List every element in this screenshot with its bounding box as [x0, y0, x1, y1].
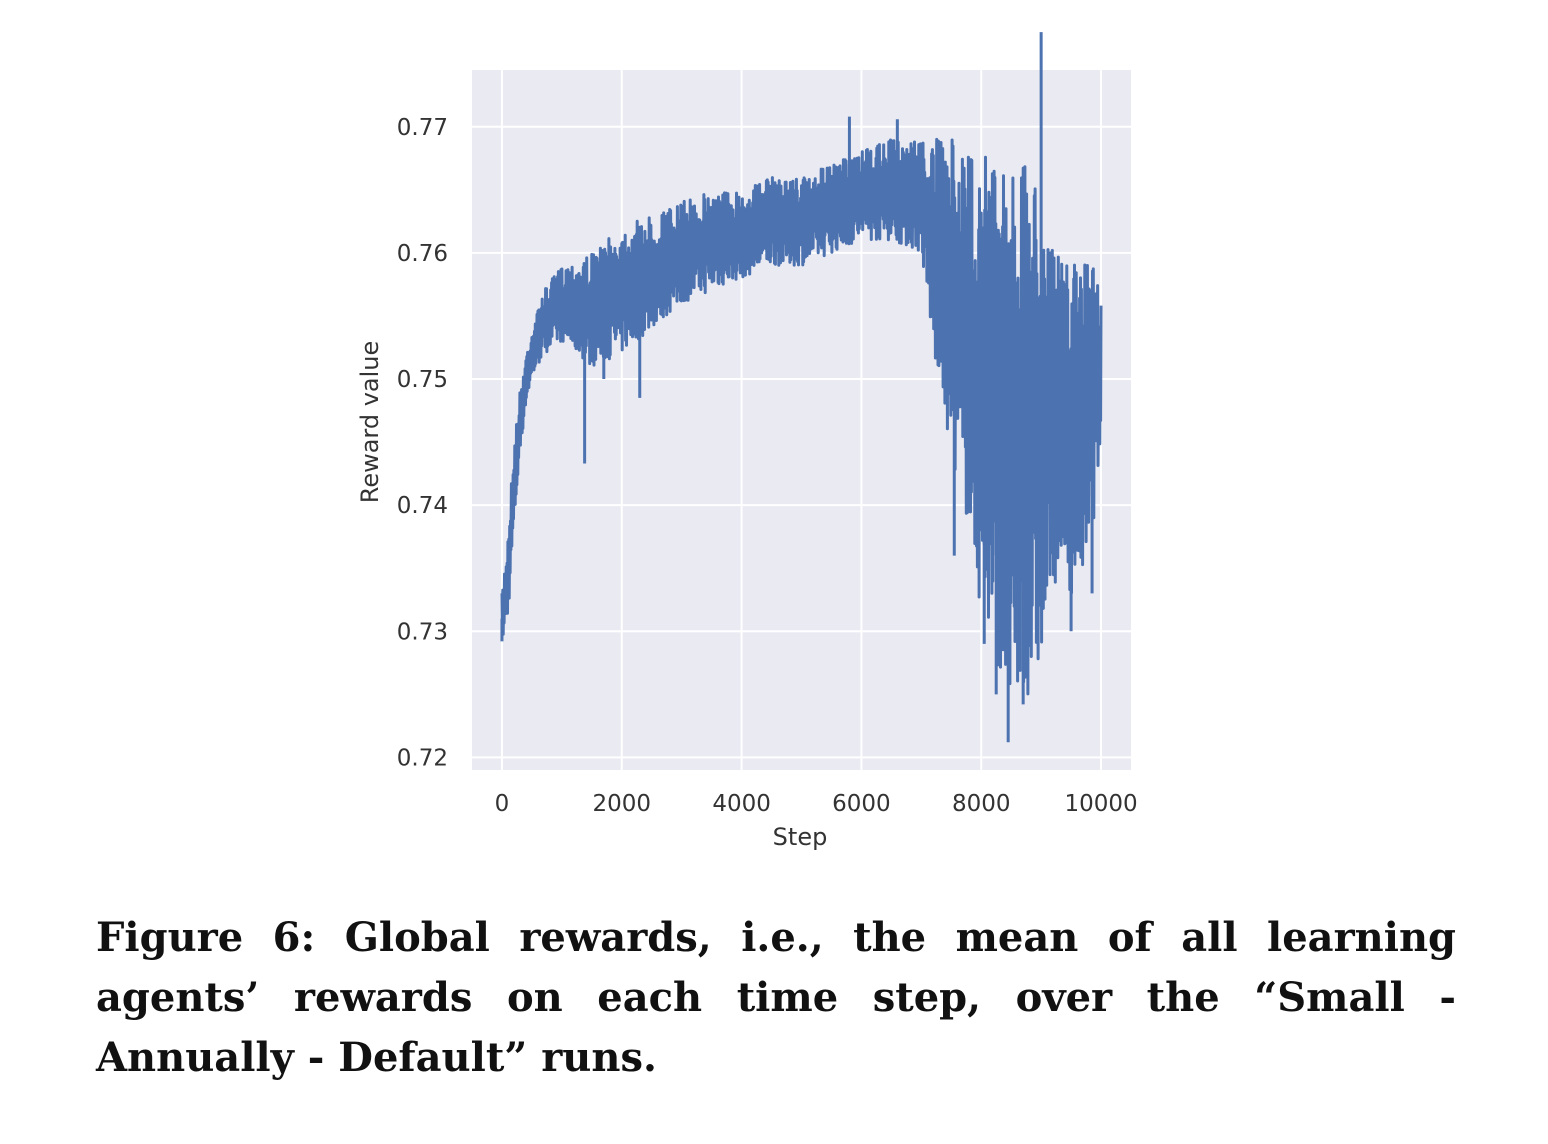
y-tick-label: 0.77	[397, 115, 448, 141]
x-tick-label: 2000	[592, 791, 651, 817]
x-axis-title: Step	[773, 823, 828, 851]
y-tick-label: 0.73	[397, 619, 448, 645]
x-tick-label: 0	[495, 791, 510, 817]
y-tick-label: 0.72	[397, 745, 448, 771]
figure-caption: Figure 6: Global rewards, i.e., the mean…	[96, 914, 1456, 1081]
y-tick-label: 0.74	[397, 493, 448, 519]
reward-line-chart: 0 2000 4000 6000 8000 10000 0.720.730.740.750…	[356, 32, 1138, 851]
y-tick-labels: 0.72 0.73 0.74 0.75 0.76 0.77	[397, 115, 448, 772]
x-tick-label: 8000	[952, 791, 1011, 817]
reward-series	[500, 32, 1103, 743]
x-tick-labels: 0 2000 4000 6000 8000 10000	[495, 791, 1138, 817]
y-tick-label: 0.76	[397, 241, 448, 267]
x-tick-label: 6000	[832, 791, 891, 817]
reward-line	[500, 137, 1103, 696]
x-tick-label: 10000	[1064, 791, 1137, 817]
x-tick-label: 4000	[712, 791, 771, 817]
y-axis-title: Reward value	[356, 341, 384, 504]
y-tick-label: 0.75	[397, 367, 448, 393]
